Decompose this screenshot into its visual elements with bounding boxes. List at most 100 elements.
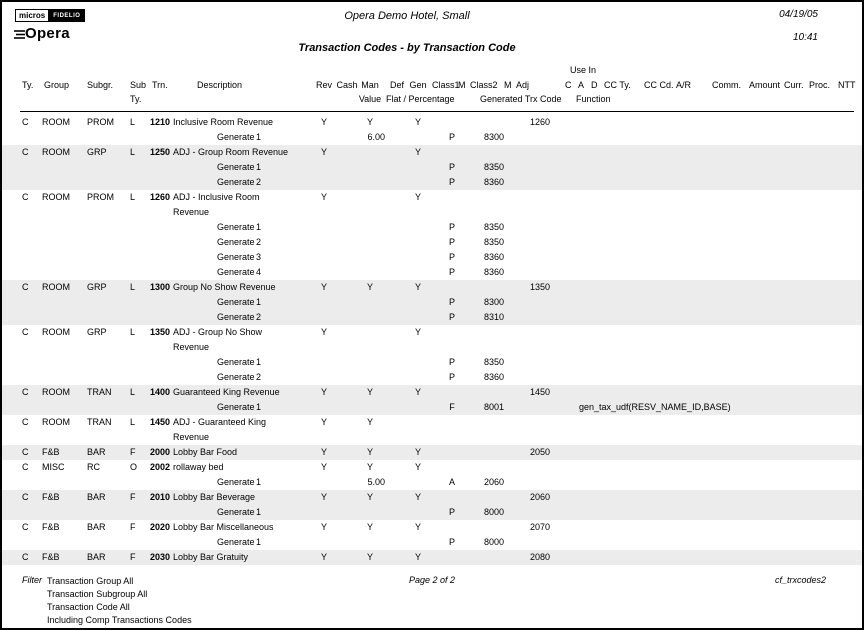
header-divider	[20, 111, 854, 112]
cell-rev: Y	[320, 492, 327, 502]
generate-m: P	[448, 507, 455, 517]
generate-number: 2	[256, 372, 262, 382]
generate-row: Generate 1 P 8000	[2, 505, 862, 520]
cell-group: MISC	[42, 462, 65, 472]
page-number: Page 2 of 2	[408, 575, 456, 585]
col-header-curr: Curr.	[784, 80, 804, 90]
generate-number: 1	[256, 132, 262, 142]
col-header-cash: Cash	[336, 80, 358, 90]
transaction-main-row: C ROOM TRAN L 1400 Y Y Y 1450 Guaranteed…	[2, 385, 862, 400]
generate-number: 1	[256, 222, 262, 232]
cell-description: ADJ - Guaranteed King Revenue	[173, 417, 267, 442]
cell-man: Y	[366, 552, 373, 562]
generate-row: Generate 2 P 8360	[2, 370, 862, 385]
generate-m: P	[448, 162, 455, 172]
col-header-trn: Trn.	[152, 80, 168, 90]
cell-gen: Y	[414, 552, 421, 562]
cell-subgroup: TRAN	[87, 417, 112, 427]
cell-description: Guaranteed King Revenue	[173, 387, 280, 397]
cell-group: ROOM	[42, 387, 70, 397]
cell-group: ROOM	[42, 147, 70, 157]
cell-trn-code: 2010	[150, 492, 171, 502]
col-header-rev: Rev	[315, 80, 332, 90]
generate-number: 3	[256, 252, 262, 262]
filter-line: Transaction Group All	[47, 576, 134, 586]
transaction-main-row: C F&B BAR F 2000 Y Y Y 2050 Lobby Bar Fo…	[2, 445, 862, 460]
col-header-ntt: NTT	[838, 80, 856, 90]
transaction-main-row: C F&B BAR F 2020 Y Y Y 2070 Lobby Bar Mi…	[2, 520, 862, 535]
filter-line: Including Comp Transactions Codes	[47, 615, 192, 625]
cell-man: Y	[366, 417, 373, 427]
generate-label: Generate	[217, 297, 255, 307]
filter-lines: Transaction Group All Transaction Subgro…	[47, 575, 192, 627]
cell-subgroup: BAR	[87, 447, 106, 457]
generate-m: P	[448, 177, 455, 187]
generate-row: Generate 1 6.00 P 8300	[2, 130, 862, 145]
generate-number: 1	[256, 402, 262, 412]
generate-trx-code: 8310	[484, 312, 505, 322]
generate-trx-code: 8300	[484, 132, 505, 142]
generate-row: Generate 4 P 8360	[2, 265, 862, 280]
transaction-main-row: C ROOM TRAN L 1450 Y Y ADJ - Guaranteed …	[2, 415, 862, 445]
generate-m: P	[448, 312, 455, 322]
page-title: Transaction Codes - by Transaction Code	[298, 42, 516, 54]
cell-rev: Y	[320, 462, 327, 472]
cell-rev: Y	[320, 147, 327, 157]
cell-man: Y	[366, 447, 373, 457]
transaction-row-block: C MISC RC O 2002 Y Y Y rollaway bed Gene…	[2, 460, 862, 490]
cell-sub-type: F	[130, 492, 136, 502]
cell-sub-type: L	[130, 387, 136, 397]
cell-group: F&B	[42, 447, 60, 457]
cell-gen: Y	[414, 447, 421, 457]
col-header-ar: A/R	[676, 80, 692, 90]
cell-trn-code: 1400	[150, 387, 171, 397]
cell-sub-type: L	[130, 282, 136, 292]
generate-m: P	[448, 252, 455, 262]
col-header-gen: Gen	[409, 80, 427, 90]
cell-rev: Y	[320, 282, 327, 292]
cell-type: C	[22, 417, 29, 427]
generate-trx-code: 8350	[484, 237, 505, 247]
cell-man: Y	[366, 117, 373, 127]
generate-trx-code: 8000	[484, 537, 505, 547]
cell-rev: Y	[320, 327, 327, 337]
transaction-row-block: C F&B BAR F 2000 Y Y Y 2050 Lobby Bar Fo…	[2, 445, 862, 460]
col-header-man: Man	[361, 80, 379, 90]
generate-m: P	[448, 537, 455, 547]
cell-gen: Y	[414, 492, 421, 502]
col-header-adj: Adj	[516, 80, 530, 90]
col-header-group: Group	[44, 80, 70, 90]
generate-label: Generate	[217, 312, 255, 322]
cell-type: C	[22, 282, 29, 292]
generate-row: Generate 2 P 8350	[2, 235, 862, 250]
cell-trn-code: 2000	[150, 447, 171, 457]
cell-gen: Y	[414, 192, 421, 202]
cell-adj-trx-code: 2080	[530, 552, 551, 562]
generate-number: 1	[256, 297, 262, 307]
cell-description: Lobby Bar Beverage	[173, 492, 256, 502]
cell-type: C	[22, 447, 29, 457]
micros-wordmark: micros	[15, 9, 50, 22]
col-header-c: C	[565, 80, 572, 90]
cell-trn-code: 1300	[150, 282, 171, 292]
cell-man: Y	[366, 492, 373, 502]
col-header-m1: M	[458, 80, 466, 90]
generate-trx-code: 8350	[484, 162, 505, 172]
cell-description: Lobby Bar Food	[173, 447, 238, 457]
generate-label: Generate	[217, 237, 255, 247]
transaction-main-row: C ROOM PROM L 1210 Y Y Y 1260 Inclusive …	[2, 115, 862, 130]
transaction-row-block: C F&B BAR F 2030 Y Y Y 2080 Lobby Bar Gr…	[2, 550, 862, 565]
generate-function: gen_tax_udf(RESV_NAME_ID,BASE)	[579, 402, 731, 412]
generate-label: Generate	[217, 177, 255, 187]
generate-row: Generate 2 P 8310	[2, 310, 862, 325]
cell-subgroup: RC	[87, 462, 100, 472]
cell-type: C	[22, 522, 29, 532]
transaction-row-block: C ROOM PROM L 1260 Y Y ADJ - Inclusive R…	[2, 190, 862, 280]
transaction-row-block: C ROOM TRAN L 1400 Y Y Y 1450 Guaranteed…	[2, 385, 862, 415]
cell-man: Y	[366, 282, 373, 292]
opera-wordmark: Opera	[25, 25, 70, 42]
cell-subgroup: GRP	[87, 147, 107, 157]
generate-number: 1	[256, 507, 262, 517]
transaction-main-row: C ROOM GRP L 1350 Y Y ADJ - Group No Sho…	[2, 325, 862, 355]
col-header-description: Description	[197, 80, 243, 90]
